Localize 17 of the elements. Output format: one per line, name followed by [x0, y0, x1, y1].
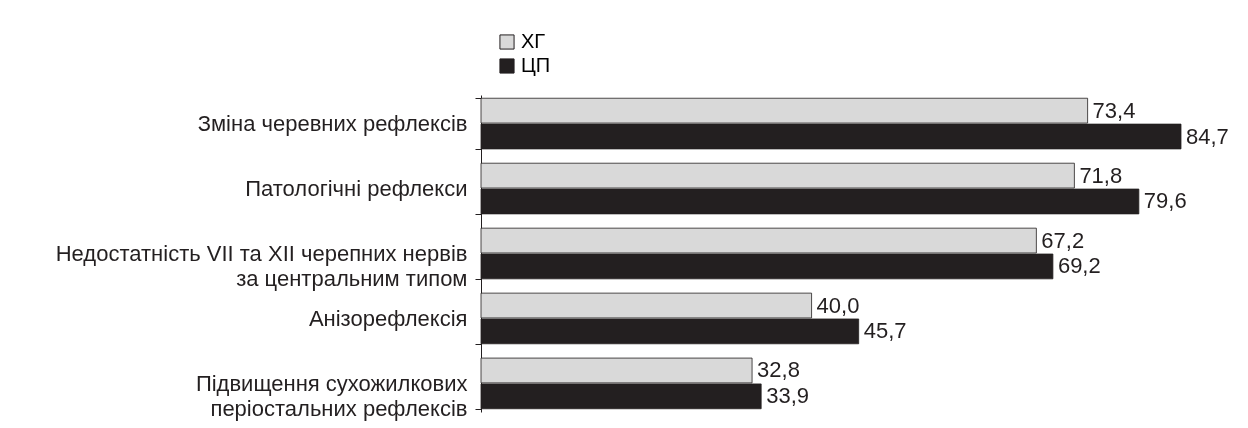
y-tick-label: Анізорефлексія: [308, 305, 468, 331]
legend-label: ЦП: [521, 54, 551, 76]
data-label: 45,7: [863, 318, 907, 344]
y-tick-label: Зміна черевних рефлексів: [197, 111, 468, 137]
y-tick-label: Патологічні рефлекси: [245, 176, 468, 202]
data-label: 69,2: [1057, 253, 1101, 279]
data-label: 40,0: [816, 292, 860, 318]
y-tick-label: Недостатність VII та XII черепних нервів за центральним типом: [55, 241, 468, 291]
y-tick-label: Підвищення сухожилкових періостальних рефлексів: [195, 370, 468, 421]
data-label: 73,4: [1092, 97, 1136, 123]
legend-label: ХГ: [521, 30, 546, 52]
data-label: 32,8: [757, 357, 800, 383]
data-label: 33,9: [766, 383, 809, 409]
data-label: 71,8: [1079, 162, 1123, 188]
data-label: 67,2: [1041, 227, 1085, 253]
data-label: 79,6: [1143, 188, 1187, 214]
data-label: 84,7: [1186, 123, 1229, 149]
